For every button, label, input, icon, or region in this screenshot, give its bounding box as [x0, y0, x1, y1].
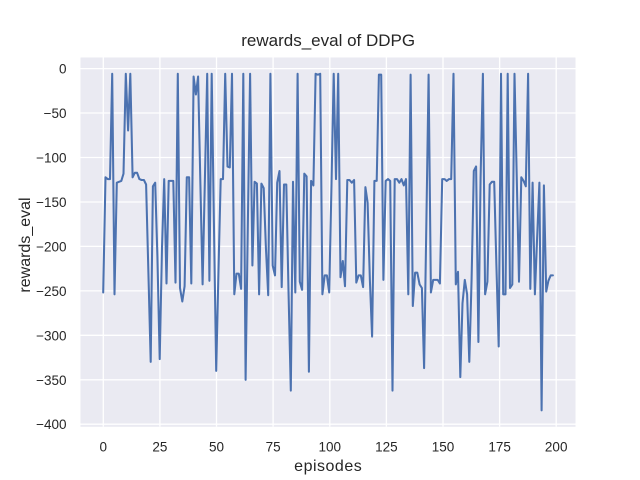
svg-text:150: 150	[432, 440, 455, 455]
svg-text:75: 75	[266, 440, 281, 455]
svg-text:0: 0	[59, 62, 67, 77]
svg-text:rewards_eval of DDPG: rewards_eval of DDPG	[241, 31, 415, 50]
svg-text:rewards_eval: rewards_eval	[17, 197, 34, 292]
svg-text:−350: −350	[36, 373, 66, 388]
svg-text:−50: −50	[44, 106, 67, 121]
svg-text:−200: −200	[36, 239, 66, 254]
svg-text:−250: −250	[36, 284, 66, 299]
svg-text:200: 200	[545, 440, 568, 455]
svg-text:0: 0	[100, 440, 108, 455]
svg-text:100: 100	[319, 440, 342, 455]
svg-text:50: 50	[209, 440, 224, 455]
svg-text:125: 125	[375, 440, 398, 455]
svg-text:−400: −400	[36, 417, 66, 432]
svg-text:25: 25	[152, 440, 167, 455]
svg-text:−100: −100	[36, 151, 66, 166]
svg-text:−150: −150	[36, 195, 66, 210]
svg-text:−300: −300	[36, 328, 66, 343]
svg-text:episodes: episodes	[294, 458, 362, 475]
svg-text:175: 175	[488, 440, 511, 455]
